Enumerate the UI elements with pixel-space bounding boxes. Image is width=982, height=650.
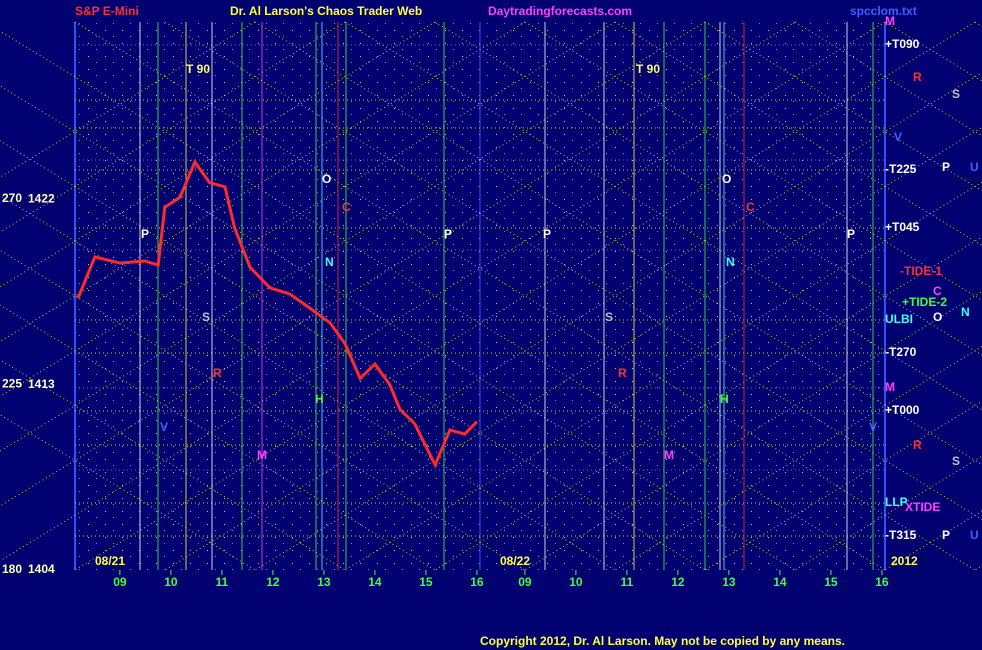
- annotation: C: [746, 200, 755, 214]
- title: Dr. Al Larson's Chaos Trader Web: [230, 4, 422, 18]
- level-label: +T000: [885, 403, 920, 417]
- annotation: U: [970, 160, 979, 174]
- annotation: P: [444, 227, 452, 241]
- x-tick-label: 14: [773, 575, 787, 589]
- copyright: Copyright 2012, Dr. Al Larson. May not b…: [480, 634, 845, 648]
- level-label: -TIDE-1: [900, 264, 942, 278]
- annotation: H: [720, 392, 729, 406]
- annotation: R: [618, 366, 627, 380]
- annotation: R: [913, 438, 922, 452]
- year: 2012: [891, 554, 918, 568]
- level-label: -T270: [885, 345, 917, 359]
- annotation: S: [952, 87, 960, 101]
- annotation: N: [325, 255, 334, 269]
- x-tick-label: 15: [824, 575, 838, 589]
- level-label: -T225: [885, 162, 917, 176]
- annotation: R: [913, 70, 922, 84]
- annotation: V: [869, 420, 877, 434]
- day-label: 08/22: [500, 554, 530, 568]
- day-label: 08/21: [95, 554, 125, 568]
- annotation: N: [726, 255, 735, 269]
- x-tick-label: 10: [569, 575, 583, 589]
- y-tick-label: 1422: [28, 191, 55, 205]
- annotation: C: [933, 284, 942, 298]
- annotation: V: [894, 130, 902, 144]
- annotation: P: [543, 227, 551, 241]
- site: Daytradingforecasts.com: [488, 4, 632, 18]
- y-tick-label: 1413: [28, 377, 55, 391]
- annotation: S: [952, 454, 960, 468]
- annotation: T 90: [186, 62, 210, 76]
- x-tick-label: 16: [875, 575, 889, 589]
- annotation: P: [141, 227, 149, 241]
- x-tick-label: 15: [419, 575, 433, 589]
- x-tick-label: 09: [113, 575, 127, 589]
- annotation: U: [970, 528, 979, 542]
- symbol: S&P E-Mini: [75, 4, 139, 18]
- annotation: P: [942, 160, 950, 174]
- y-tick-label: 1404: [28, 562, 55, 576]
- degree-tick-label: 270: [2, 191, 22, 205]
- x-tick-label: 14: [368, 575, 382, 589]
- level-label: +T045: [885, 220, 920, 234]
- annotation: O: [933, 310, 942, 324]
- annotation: M: [664, 448, 674, 462]
- level-label: M: [885, 14, 895, 28]
- level-label: LLP: [885, 495, 908, 509]
- x-tick-label: 16: [470, 575, 484, 589]
- annotation: S: [202, 310, 210, 324]
- x-tick-label: 09: [518, 575, 532, 589]
- annotation: M: [257, 448, 267, 462]
- price-line: [76, 159, 479, 469]
- file-name: spcclom.txt: [850, 4, 917, 18]
- level-label: XTIDE: [905, 500, 940, 514]
- x-tick-label: 12: [671, 575, 685, 589]
- annotation: P: [942, 528, 950, 542]
- annotation: P: [847, 227, 855, 241]
- level-label: ULBI: [885, 312, 913, 326]
- x-tick-label: 11: [621, 575, 634, 589]
- level-label: +T090: [885, 37, 920, 51]
- x-tick-label: 11: [216, 575, 229, 589]
- level-label: M: [885, 380, 895, 394]
- annotation: R: [213, 366, 222, 380]
- annotation: H: [315, 392, 324, 406]
- annotation: N: [961, 305, 970, 319]
- annotation: V: [160, 420, 168, 434]
- x-tick-label: 12: [266, 575, 280, 589]
- x-tick-label: 13: [317, 575, 331, 589]
- annotation: T 90: [636, 62, 660, 76]
- annotation: O: [322, 172, 331, 186]
- x-tick-label: 13: [722, 575, 736, 589]
- level-label: -T315: [885, 528, 917, 542]
- annotation: C: [342, 200, 351, 214]
- annotation: O: [722, 172, 731, 186]
- degree-tick-label: 180: [2, 562, 22, 576]
- annotation: S: [605, 310, 613, 324]
- degree-tick-label: 225: [2, 376, 22, 390]
- level-label: +TIDE-2: [902, 295, 947, 309]
- x-tick-label: 10: [164, 575, 178, 589]
